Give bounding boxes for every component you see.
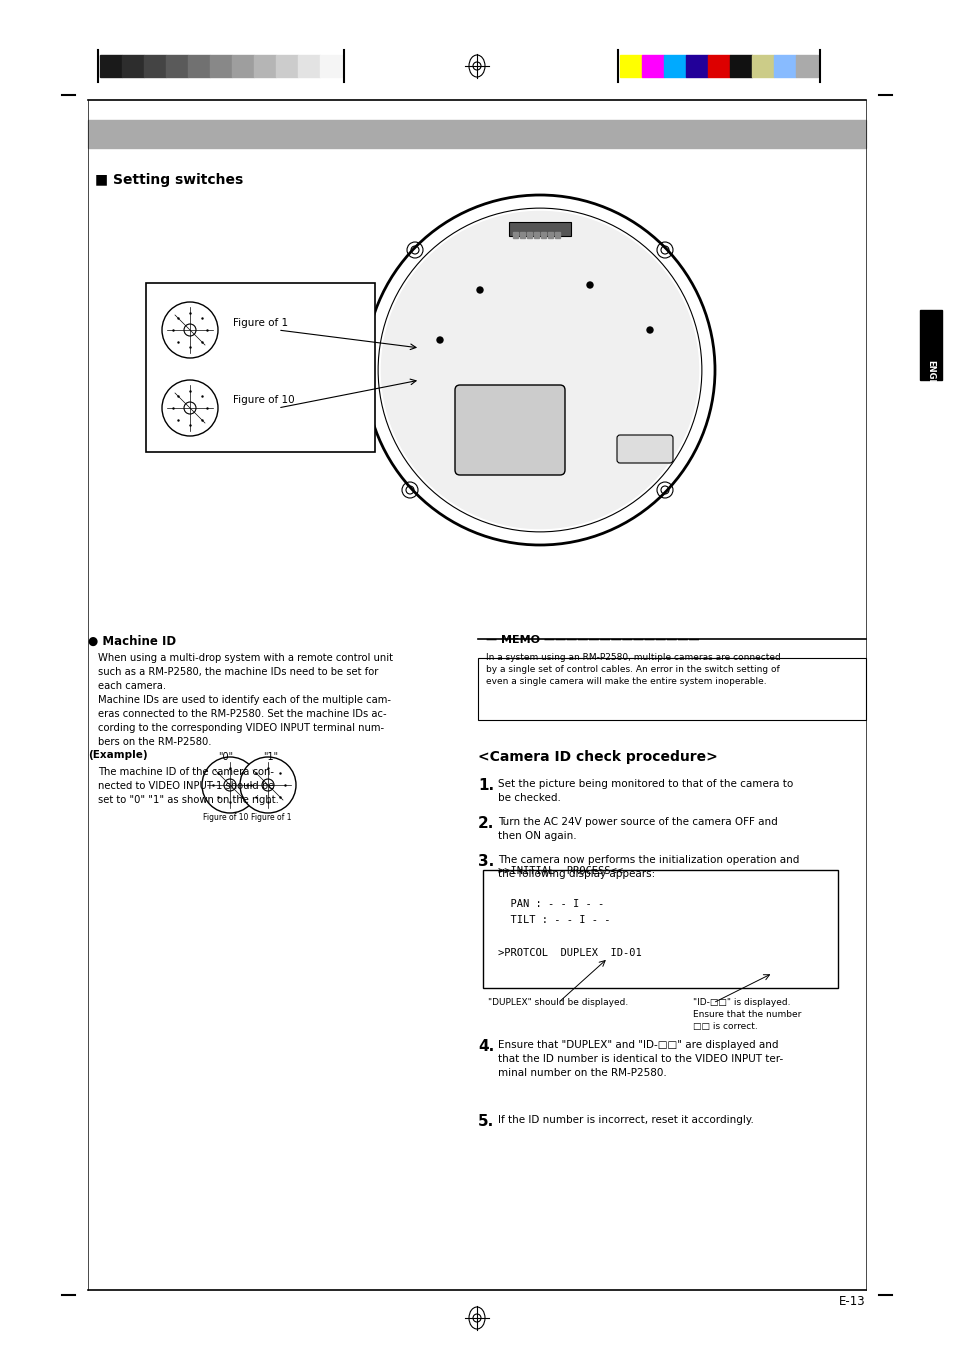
Bar <box>297 55 319 77</box>
Bar <box>88 120 865 149</box>
Bar <box>144 55 166 77</box>
Text: When using a multi-drop system with a remote control unit
such as a RM-P2580, th: When using a multi-drop system with a re… <box>98 653 393 747</box>
Bar <box>534 232 538 238</box>
Text: ■ Setting switches: ■ Setting switches <box>95 173 243 186</box>
Bar <box>122 55 144 77</box>
Bar <box>166 55 188 77</box>
Bar <box>100 55 122 77</box>
Circle shape <box>202 757 257 813</box>
Circle shape <box>646 327 652 332</box>
Text: In a system using an RM-P2580, multiple cameras are connected
by a single set of: In a system using an RM-P2580, multiple … <box>485 653 780 685</box>
Text: Figure of 1: Figure of 1 <box>251 813 292 821</box>
Bar <box>795 55 817 77</box>
Text: 3.: 3. <box>477 854 494 869</box>
Text: Turn the AC 24V power source of the camera OFF and
then ON again.: Turn the AC 24V power source of the came… <box>497 817 777 842</box>
Text: The machine ID of the camera con-
nected to VIDEO INPUT 1 should be
set to "0" ": The machine ID of the camera con- nected… <box>98 767 278 805</box>
Bar <box>275 55 297 77</box>
Text: E-13: E-13 <box>839 1296 865 1308</box>
Bar <box>729 55 751 77</box>
Bar <box>188 55 210 77</box>
Bar <box>253 55 275 77</box>
Bar <box>641 55 663 77</box>
Bar <box>685 55 707 77</box>
Text: 5.: 5. <box>477 1115 494 1129</box>
Text: Figure of 10: Figure of 10 <box>203 813 248 821</box>
Bar <box>482 870 837 988</box>
Text: >>INITIAL  PROCESS<<

  PAN : - - I - -
  TILT : - - I - -

>PROTCOL  DUPLEX  ID: >>INITIAL PROCESS<< PAN : - - I - - TILT… <box>497 866 641 958</box>
Circle shape <box>240 757 295 813</box>
Bar <box>210 55 232 77</box>
Bar <box>919 309 941 380</box>
Bar <box>540 232 545 238</box>
Text: Figure of 1: Figure of 1 <box>233 317 288 328</box>
Bar <box>232 55 253 77</box>
Text: ● Machine ID: ● Machine ID <box>88 635 176 648</box>
Text: Set the picture being monitored to that of the camera to
be checked.: Set the picture being monitored to that … <box>497 780 792 802</box>
Text: 2.: 2. <box>477 816 494 831</box>
Text: "0": "0" <box>218 753 233 762</box>
Text: Figure of 10: Figure of 10 <box>233 394 294 405</box>
Text: Ensure that "DUPLEX" and "ID-□□" are displayed and
that the ID number is identic: Ensure that "DUPLEX" and "ID-□□" are dis… <box>497 1040 782 1078</box>
Text: If the ID number is incorrect, reset it accordingly.: If the ID number is incorrect, reset it … <box>497 1115 753 1125</box>
Text: 1.: 1. <box>477 778 494 793</box>
Circle shape <box>162 303 218 358</box>
FancyBboxPatch shape <box>617 435 672 463</box>
FancyBboxPatch shape <box>158 288 276 372</box>
FancyBboxPatch shape <box>146 282 375 453</box>
Circle shape <box>476 286 482 293</box>
Text: (Example): (Example) <box>88 750 148 761</box>
Text: <Camera ID check procedure>: <Camera ID check procedure> <box>477 750 717 765</box>
FancyBboxPatch shape <box>455 385 564 476</box>
Bar <box>707 55 729 77</box>
Text: 4.: 4. <box>477 1039 494 1054</box>
Bar <box>513 232 517 238</box>
Bar <box>319 55 341 77</box>
Text: "DUPLEX" should be displayed.: "DUPLEX" should be displayed. <box>488 998 628 1006</box>
Circle shape <box>162 380 218 436</box>
Bar <box>526 232 532 238</box>
Bar <box>519 232 524 238</box>
Bar <box>773 55 795 77</box>
Bar <box>751 55 773 77</box>
Bar <box>619 55 641 77</box>
Text: ENGLISH: ENGLISH <box>925 359 935 400</box>
Ellipse shape <box>380 211 699 530</box>
Bar <box>547 232 553 238</box>
Circle shape <box>436 336 442 343</box>
FancyBboxPatch shape <box>509 222 571 236</box>
Text: The camera now performs the initialization operation and
the following display a: The camera now performs the initializati… <box>497 855 799 880</box>
Circle shape <box>586 282 593 288</box>
FancyBboxPatch shape <box>158 373 276 442</box>
Bar <box>477 658 865 720</box>
Text: "ID-□□" is displayed.
Ensure that the number
□□ is correct.: "ID-□□" is displayed. Ensure that the nu… <box>692 998 801 1031</box>
Text: — MEMO ——————————————: — MEMO —————————————— <box>485 635 699 644</box>
Text: "1": "1" <box>263 753 278 762</box>
Bar <box>663 55 685 77</box>
Bar <box>555 232 559 238</box>
